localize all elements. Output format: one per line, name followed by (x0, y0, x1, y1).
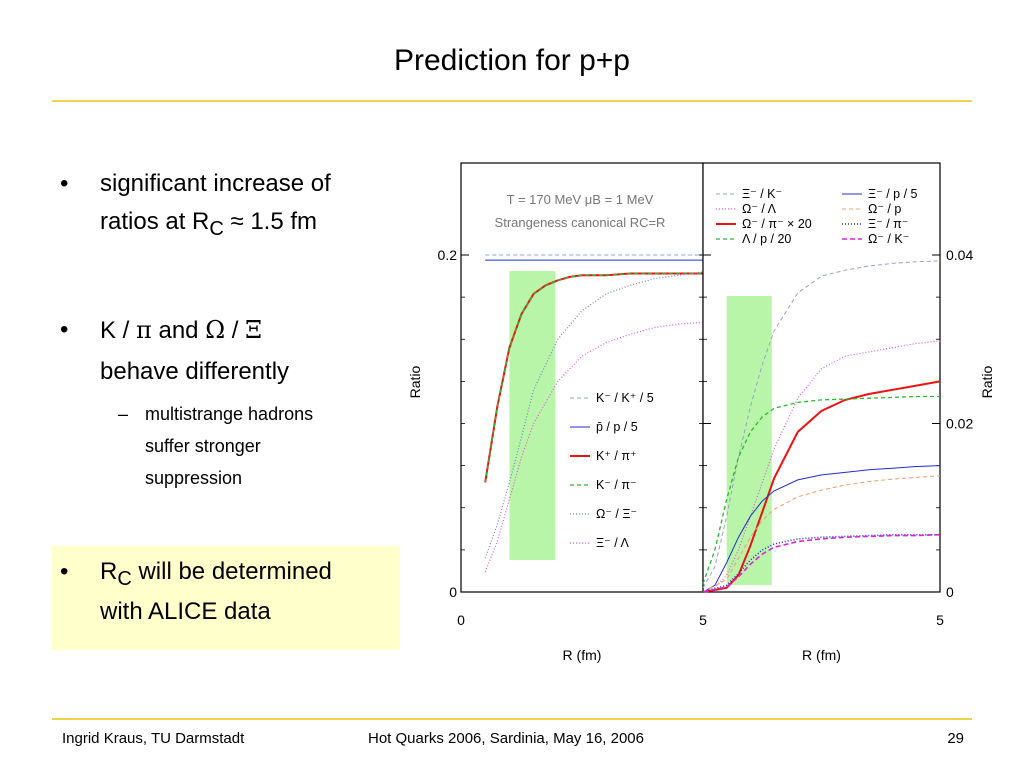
footer-event: Hot Quarks 2006, Sardinia, May 16, 2006 (368, 730, 644, 747)
legend-label: Ω⁻ / Ξ⁻ (596, 507, 637, 521)
bullet-1-line-1: significant increase of (100, 170, 331, 197)
bullet-3-line-1: RC will be determined (100, 554, 332, 597)
series-line (484, 271, 704, 559)
x-tick-label: 5 (936, 612, 944, 628)
footer-page-number: 29 (947, 730, 964, 747)
series-line (702, 260, 941, 589)
legend-label: Λ / p / 20 (742, 232, 791, 246)
legend-label: Ξ⁻ / Λ (596, 536, 629, 550)
bullet-2-line-1: K / π and Ω / Ξ (100, 312, 262, 349)
x-axis-label: R (fm) (563, 647, 602, 663)
legend-label: Ξ⁻ / K⁻ (742, 187, 782, 201)
footer-divider (52, 718, 972, 720)
highlight-box (52, 546, 400, 650)
y-tick-label: 0 (449, 584, 457, 600)
bullet-1-subscript: C (209, 217, 224, 240)
bullet-3-line-2: with ALICE data (100, 598, 271, 625)
legend-label: Ω⁻ / K⁻ (868, 232, 909, 246)
sub-bullet-line-2: suffer stronger (145, 436, 261, 456)
bullet-marker: • (60, 170, 69, 197)
bullet-2-text-k: K / (100, 317, 137, 344)
bullet-marker: • (60, 558, 69, 585)
bullet-1-line-2: ratios at RC ≈ 1.5 fm (100, 204, 317, 247)
y-axis-label: Ratio (979, 365, 995, 398)
series-line (484, 272, 703, 483)
bullet-3-subscript: C (117, 567, 132, 590)
bullet-3-r: R (100, 558, 118, 585)
pi-symbol: π (136, 316, 152, 344)
legend-label: K⁻ / π⁻ (596, 478, 637, 492)
x-axis-label: R (fm) (802, 647, 841, 663)
footer-author: Ingrid Kraus, TU Darmstadt (62, 730, 245, 747)
x-tick-label: 5 (699, 612, 707, 628)
legend-label: Ω⁻ / p (868, 202, 901, 216)
bullet-3-text: will be determined (131, 558, 332, 585)
bullet-1-text: ratios at R (100, 208, 210, 235)
bullet-1-value: ≈ 1.5 fm (223, 208, 318, 235)
legend-label: K⁺ / π⁺ (596, 449, 637, 463)
slide-title: Prediction for p+p (394, 44, 630, 77)
annotation-strangeness: Strangeness canonical RC=R (495, 215, 666, 230)
sub-bullet-marker: – (118, 404, 129, 424)
y-tick-label: 0.04 (946, 247, 973, 263)
left-panel: 0 0.2 0 5 R (fm) Ratio T = 170 MeV μB = 1 MeV S… (407, 162, 707, 663)
title-divider (52, 100, 972, 102)
highlight-band (726, 296, 772, 585)
series-line (702, 380, 941, 593)
y-tick-label: 0 (946, 584, 954, 600)
x-tick-label: 0 (457, 612, 465, 628)
legend-label: p̄ / p / 5 (596, 420, 638, 434)
annotation-temperature: T = 170 MeV μB = 1 MeV (507, 192, 654, 207)
legend-label: Ξ⁻ / p / 5 (868, 187, 918, 201)
sub-bullet-line-1: multistrange hadrons (145, 404, 314, 424)
highlight-band (509, 271, 556, 560)
right-panel: 0 0.02 0.04 5 R (fm) Ratio Ξ⁻ / K⁻Ω⁻ / ΛΩ⁻ / π… (702, 162, 995, 663)
xi-symbol: Ξ (245, 316, 262, 344)
bullet-2-and: and (151, 317, 206, 344)
y-axis-label: Ratio (407, 365, 423, 398)
legend-label: Ξ⁻ / π⁻ (868, 217, 908, 231)
y-tick-label: 0.2 (438, 247, 458, 263)
y-tick-label: 0.02 (946, 416, 973, 432)
bullet-2-slash: / (225, 317, 246, 344)
omega-symbol: Ω (205, 316, 226, 344)
series-line (702, 533, 940, 593)
series-line (702, 475, 941, 593)
series-line (702, 465, 941, 593)
legend-label: Ω⁻ / Λ (742, 202, 777, 216)
bullet-marker: • (60, 316, 69, 343)
legend-label: K⁻ / K⁺ / 5 (596, 391, 654, 405)
series-line (702, 340, 941, 593)
series-line (702, 395, 940, 584)
bullet-2-line-2: behave differently (100, 358, 290, 385)
legend-label: Ω⁻ / π⁻ × 20 (742, 217, 812, 231)
series-line (484, 321, 704, 573)
sub-bullet-line-3: suppression (145, 468, 243, 488)
plot-frame (460, 162, 704, 593)
